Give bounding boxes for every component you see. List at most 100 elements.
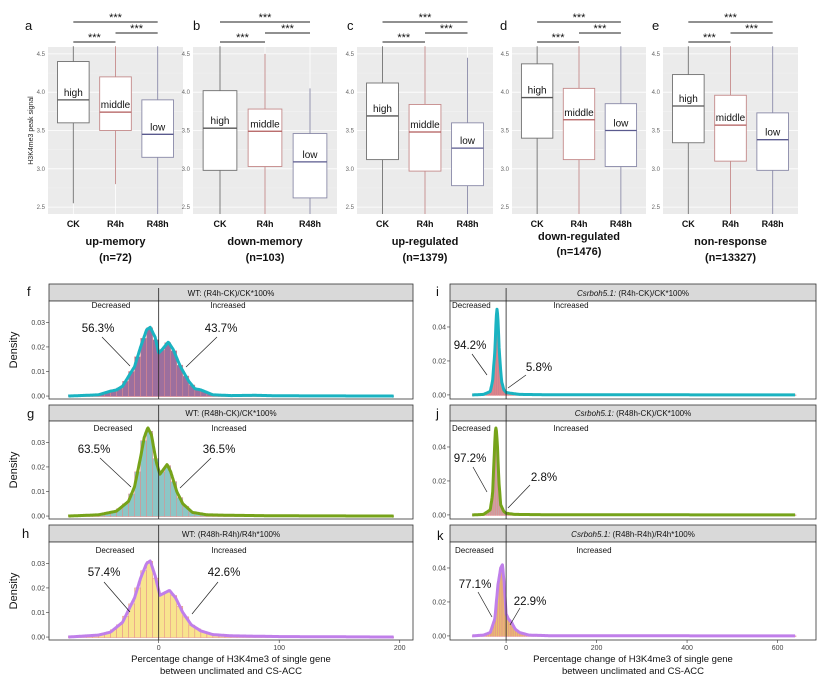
y-tick-label: 3.5 [501, 129, 510, 135]
x-tick-label: CK [214, 219, 227, 229]
y-tick-label: 0.01 [31, 369, 45, 376]
x-tick-label: CK [682, 219, 695, 229]
box-R4h [408, 104, 442, 172]
box-label: high [679, 94, 698, 105]
x-axis-label: Percentage change of H3K4me3 of single g… [533, 654, 733, 665]
panel-title: non-response [694, 236, 767, 248]
y-tick-label: 0.01 [31, 489, 45, 496]
leader-line [472, 466, 488, 493]
y-tick-label: 3.5 [182, 129, 191, 135]
panel-letter: f [27, 284, 31, 299]
y-tick-label: 0.04 [432, 565, 446, 572]
y-tick-label: 3.0 [652, 167, 661, 173]
y-tick-label: 0.04 [432, 444, 446, 451]
increased-percentage: 36.5% [203, 444, 236, 456]
facet-strip-label: Csrboh5.1: (R4h-CK)/CK*100% [577, 289, 689, 298]
plot-panel [48, 541, 414, 641]
x-tick-label: 200 [591, 645, 603, 652]
strip-formula: (R48h-R4h)/R4h*100% [610, 530, 695, 539]
box-label: high [528, 86, 547, 97]
x-tick-label: 0 [504, 645, 508, 652]
facet-strip-label: WT: (R48h-CK)/CK*100% [185, 409, 276, 418]
facet-strip-label: Csrboh5.1: (R48h-CK)/CK*100% [575, 409, 692, 418]
x-tick-label: R48h [762, 219, 784, 229]
plot-panel [48, 300, 414, 400]
box-label: middle [250, 119, 280, 130]
y-tick-label: 0.02 [432, 599, 446, 606]
panel-letter: e [652, 18, 659, 33]
box-CK [520, 63, 554, 139]
y-axis-label: Density [8, 572, 20, 609]
box-R48h [141, 99, 174, 158]
significance-stars: *** [109, 12, 123, 24]
decreased-percentage: 97.2% [454, 453, 487, 465]
panel-letter: i [436, 284, 439, 299]
strip-gene-name: Csrboh5.1: [571, 530, 610, 539]
boxplot-panel-e: 2.5 3.0 3.5 4.0 4.5 high CK middle R4h low R48h ***… [652, 12, 798, 264]
y-tick-label: 3.0 [346, 167, 355, 173]
significance-stars: *** [88, 32, 102, 44]
histogram-bar [146, 561, 153, 638]
histogram-bar [140, 570, 147, 638]
density-panel-f: WT: (R4h-CK)/CK*100% 0.00 0.01 0.02 0.03 Dens… [8, 283, 414, 401]
increased-percentage: 5.8% [526, 362, 552, 374]
strip-gene-name: Csrboh5.1: [575, 409, 614, 418]
y-tick-label: 2.5 [652, 205, 661, 211]
y-tick-label: 0.02 [31, 585, 45, 592]
x-tick-label: R4h [107, 219, 124, 229]
y-axis-label: Density [8, 331, 20, 368]
y-tick-label: 2.5 [37, 205, 46, 211]
density-panel-i: Csrboh5.1: (R4h-CK)/CK*100% 0.00 0.02 0.04 D… [432, 283, 817, 400]
strip-formula: WT: (R4h-CK)/CK*100% [188, 289, 275, 298]
leader-line [101, 336, 131, 367]
y-tick-label: 3.0 [182, 167, 191, 173]
panel-letter: j [435, 406, 439, 421]
y-tick-label: 4.0 [652, 90, 661, 96]
panel-count: (n=72) [99, 252, 132, 264]
significance-stars: *** [419, 12, 433, 24]
decreased-label: Decreased [92, 301, 131, 310]
leader-line [99, 457, 132, 488]
decreased-label: Decreased [455, 546, 494, 555]
boxplot-panel-d: 2.5 3.0 3.5 4.0 4.5 high CK middle R4h low R48h ***… [500, 12, 646, 258]
box-label: middle [410, 120, 440, 131]
density-curve [471, 307, 797, 397]
decreased-percentage: 94.2% [454, 340, 487, 352]
x-tick-label: R4h [416, 219, 433, 229]
density-curve [67, 325, 395, 398]
y-tick-label: 4.0 [346, 90, 355, 96]
significance-stars: *** [236, 32, 250, 44]
y-tick-label: 2.5 [346, 205, 355, 211]
y-tick-label: 0.02 [432, 478, 446, 485]
panel-letter: k [437, 528, 444, 543]
leader-line [185, 336, 218, 368]
x-tick-label: R48h [299, 219, 321, 229]
panel-letter: a [25, 18, 33, 33]
histogram-bar [164, 591, 171, 638]
x-tick-label: R4h [256, 219, 273, 229]
panel-title: up-regulated [392, 236, 459, 248]
decreased-percentage: 56.3% [82, 323, 115, 335]
leader-line [191, 581, 219, 615]
strip-formula: WT: (R48h-R4h)/R4h*100% [182, 530, 280, 539]
panel-count: (n=1476) [557, 246, 602, 258]
increased-percentage: 42.6% [208, 567, 241, 579]
box-label: middle [101, 100, 131, 111]
plot-panel [449, 300, 817, 400]
panel-count: (n=103) [246, 252, 285, 264]
histogram-bar [158, 471, 165, 517]
boxplot-panel-b: 2.5 3.0 3.5 4.0 4.5 high CK middle R4h low R48h ***… [182, 12, 337, 264]
significance-stars: *** [440, 23, 454, 35]
x-tick-label: R4h [570, 219, 587, 229]
box-label: high [373, 104, 392, 115]
density-curve [471, 563, 797, 638]
y-tick-label: 0.04 [432, 324, 446, 331]
increased-label: Increased [211, 424, 246, 433]
significance-stars: *** [573, 12, 587, 24]
panel-letter: c [347, 18, 354, 33]
box-R48h [756, 112, 789, 171]
box-label: high [211, 116, 230, 127]
decreased-label: Decreased [452, 301, 491, 310]
leader-line [471, 353, 488, 376]
significance-stars: *** [259, 12, 273, 24]
